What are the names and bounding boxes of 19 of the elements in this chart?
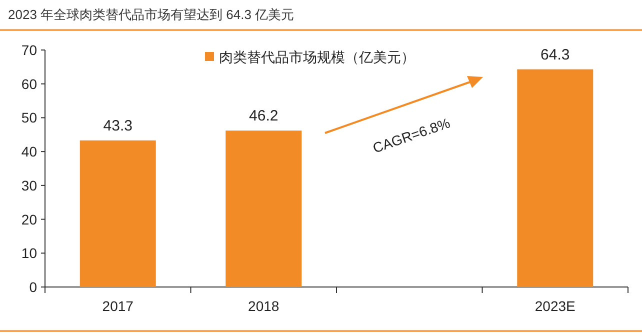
y-tick-label: 70 [21,42,38,58]
y-tick-label: 40 [21,144,38,160]
x-tick-label: 2023E [534,298,576,314]
data-label: 46.2 [249,108,278,125]
y-tick-label: 30 [21,177,38,194]
data-label: 43.3 [103,117,132,134]
bar [80,140,156,287]
y-tick-label: 20 [21,211,38,228]
x-tick-label: 2018 [248,298,280,314]
chart-title: 2023 年全球肉类替代品市场有望达到 64.3 亿美元 [8,7,294,22]
bar [517,69,594,287]
bar [226,130,302,287]
y-tick-label: 60 [21,76,38,92]
y-tick-label: 0 [29,279,38,295]
legend-label: 肉类替代品市场规模（亿美元） [219,49,415,65]
y-tick-label: 50 [21,110,38,126]
y-tick-label: 10 [21,245,38,262]
x-tick-label: 2017 [102,298,134,314]
data-label: 64.3 [540,46,570,64]
